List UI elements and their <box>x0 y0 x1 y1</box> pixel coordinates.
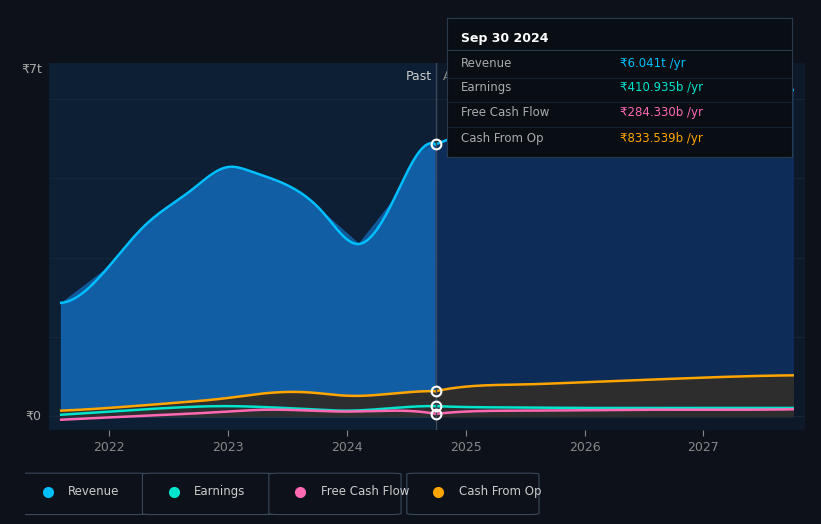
Text: ₹7t: ₹7t <box>21 63 42 76</box>
Text: ₹6.041t /yr: ₹6.041t /yr <box>620 57 686 70</box>
Text: Past: Past <box>406 70 432 83</box>
FancyBboxPatch shape <box>16 473 148 515</box>
Text: Analysts Forecasts: Analysts Forecasts <box>443 70 560 83</box>
Text: Sep 30 2024: Sep 30 2024 <box>461 32 548 45</box>
Text: Revenue: Revenue <box>67 485 119 498</box>
FancyBboxPatch shape <box>268 473 401 515</box>
Text: ₹0: ₹0 <box>25 410 42 422</box>
Bar <box>49 63 436 430</box>
Text: Free Cash Flow: Free Cash Flow <box>461 106 549 119</box>
Text: Free Cash Flow: Free Cash Flow <box>320 485 409 498</box>
Text: Cash From Op: Cash From Op <box>461 132 544 145</box>
FancyBboxPatch shape <box>407 473 539 515</box>
FancyBboxPatch shape <box>143 473 275 515</box>
Text: ₹284.330b /yr: ₹284.330b /yr <box>620 106 703 119</box>
Text: ₹833.539b /yr: ₹833.539b /yr <box>620 132 703 145</box>
Text: Revenue: Revenue <box>461 57 512 70</box>
Text: Cash From Op: Cash From Op <box>458 485 541 498</box>
Bar <box>436 63 805 430</box>
Text: Earnings: Earnings <box>195 485 245 498</box>
Text: Earnings: Earnings <box>461 81 512 94</box>
Text: ₹410.935b /yr: ₹410.935b /yr <box>620 81 703 94</box>
